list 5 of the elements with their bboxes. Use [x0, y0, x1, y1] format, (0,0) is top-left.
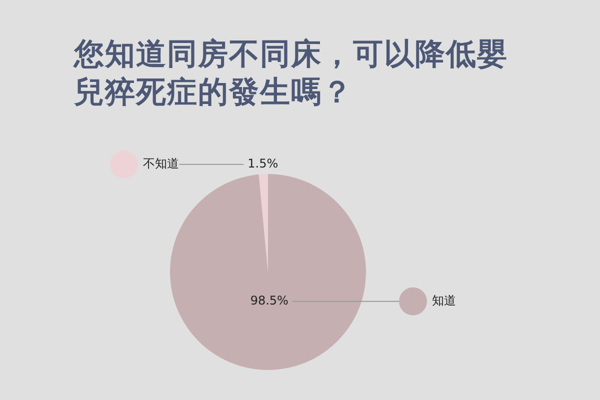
legend-label: 不知道 — [143, 156, 179, 170]
legend-label: 知道 — [432, 293, 456, 308]
data-label: 98.5% — [250, 293, 288, 308]
chart-title: 您知道同房不同床，可以降低嬰兒猝死症的發生嗎？ — [74, 36, 509, 112]
data-label: 1.5% — [248, 156, 278, 170]
